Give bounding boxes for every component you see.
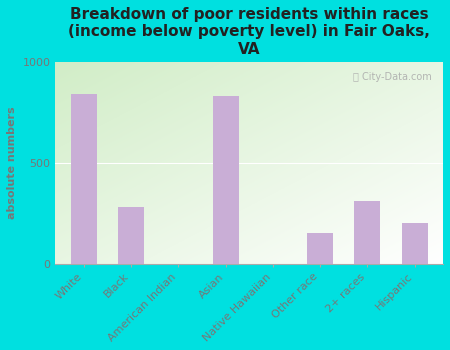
Bar bbox=[307, 233, 333, 264]
Bar bbox=[71, 94, 97, 264]
Y-axis label: absolute numbers: absolute numbers bbox=[7, 107, 17, 219]
Text: ⓘ City-Data.com: ⓘ City-Data.com bbox=[353, 72, 432, 82]
Bar bbox=[402, 223, 428, 264]
Title: Breakdown of poor residents within races
(income below poverty level) in Fair Oa: Breakdown of poor residents within races… bbox=[68, 7, 430, 57]
Bar bbox=[118, 207, 144, 264]
Bar bbox=[355, 201, 380, 264]
Bar bbox=[212, 96, 238, 264]
